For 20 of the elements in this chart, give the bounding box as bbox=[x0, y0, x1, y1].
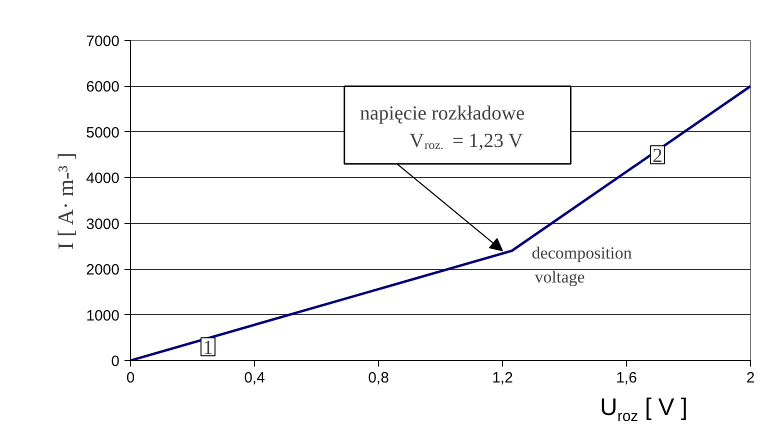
y-tick-label: 4000 bbox=[86, 170, 120, 188]
y-tick-label: 2000 bbox=[86, 262, 120, 279]
x-tick-label: 1,2 bbox=[492, 370, 513, 386]
y-axis-title: I [ A· m-³ ] bbox=[53, 152, 78, 250]
y-tick-label: 5000 bbox=[86, 124, 120, 142]
y-tick-label: 0 bbox=[111, 353, 120, 370]
y-tick-label: 3000 bbox=[86, 216, 120, 233]
x-tick-label: 0,8 bbox=[368, 370, 389, 386]
x-tick-label: 0 bbox=[126, 370, 135, 386]
x-tick-label: 0,4 bbox=[244, 370, 265, 386]
x-tick-label: 2 bbox=[746, 370, 755, 386]
annotation: 2 bbox=[652, 144, 662, 167]
annotation: 1 bbox=[203, 336, 213, 359]
x-axis-title: U$_{roz}$ [ V ] bbox=[600, 394, 688, 427]
y-tick-label: 6000 bbox=[86, 78, 120, 96]
y-tick-label: 7000 bbox=[86, 33, 120, 50]
annotation: napięcie rozkładowe Vroz. = 1,23 V bbox=[360, 102, 525, 152]
y-tick-label: 1000 bbox=[86, 307, 120, 324]
x-tick-label: 1,6 bbox=[616, 370, 637, 386]
annotation: decomposition voltage bbox=[532, 243, 632, 286]
